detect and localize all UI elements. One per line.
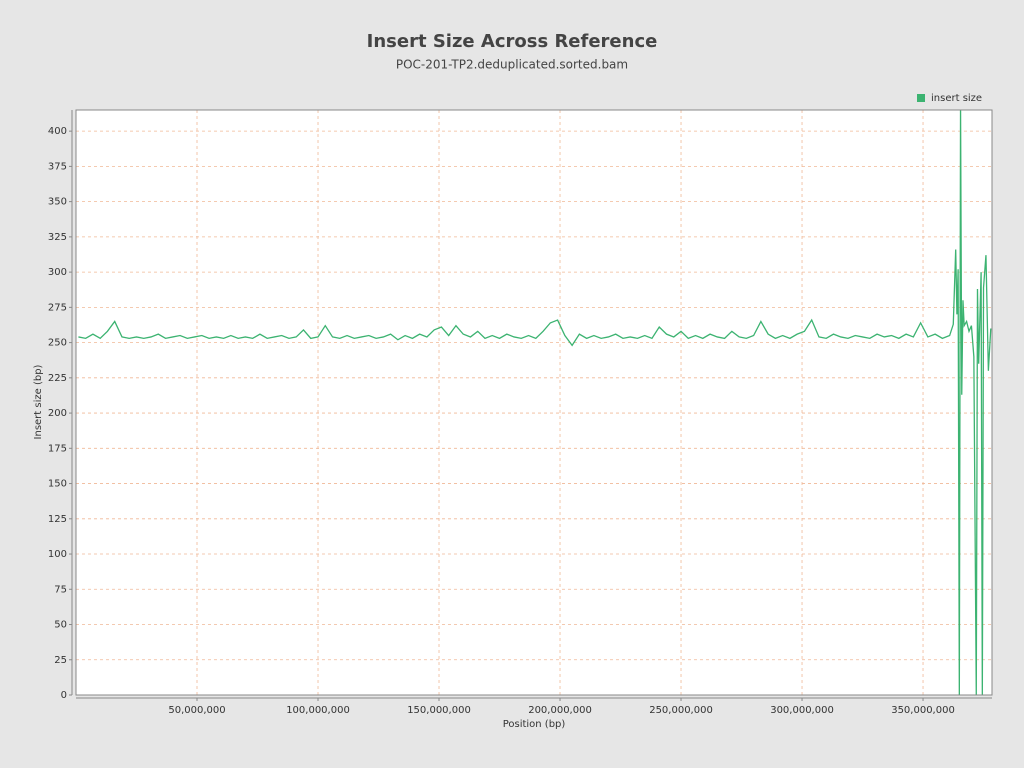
chart-title: Insert Size Across Reference — [367, 31, 658, 52]
y-tick-label: 325 — [48, 232, 67, 243]
y-tick-label: 50 — [54, 620, 67, 631]
legend-label: insert size — [931, 93, 982, 104]
chart-subtitle: POC-201-TP2.deduplicated.sorted.bam — [396, 58, 628, 72]
y-tick-label: 25 — [54, 655, 67, 666]
x-tick-label: 250,000,000 — [649, 705, 713, 716]
y-tick-label: 300 — [48, 267, 67, 278]
x-tick-label: 300,000,000 — [770, 705, 834, 716]
x-axis-label: Position (bp) — [503, 719, 566, 730]
y-tick-label: 275 — [48, 302, 67, 313]
y-tick-label: 200 — [48, 408, 67, 419]
x-tick-label: 100,000,000 — [286, 705, 350, 716]
y-tick-label: 225 — [48, 373, 67, 384]
data-line — [78, 110, 992, 695]
y-tick-label: 150 — [48, 479, 67, 490]
legend-swatch — [917, 94, 925, 102]
y-tick-label: 100 — [48, 549, 67, 560]
x-tick-label: 150,000,000 — [407, 705, 471, 716]
y-tick-label: 375 — [48, 161, 67, 172]
x-tick-label: 200,000,000 — [528, 705, 592, 716]
y-tick-label: 400 — [48, 126, 67, 137]
y-tick-label: 0 — [61, 690, 67, 701]
y-tick-label: 350 — [48, 197, 67, 208]
y-tick-label: 250 — [48, 338, 67, 349]
x-tick-label: 350,000,000 — [891, 705, 955, 716]
y-tick-label: 125 — [48, 514, 67, 525]
y-axis-label: Insert size (bp) — [33, 364, 44, 439]
y-tick-label: 75 — [54, 584, 67, 595]
y-tick-label: 175 — [48, 443, 67, 454]
plot-area — [76, 110, 992, 695]
plot-border — [75, 109, 993, 696]
x-tick-label: 50,000,000 — [168, 705, 225, 716]
